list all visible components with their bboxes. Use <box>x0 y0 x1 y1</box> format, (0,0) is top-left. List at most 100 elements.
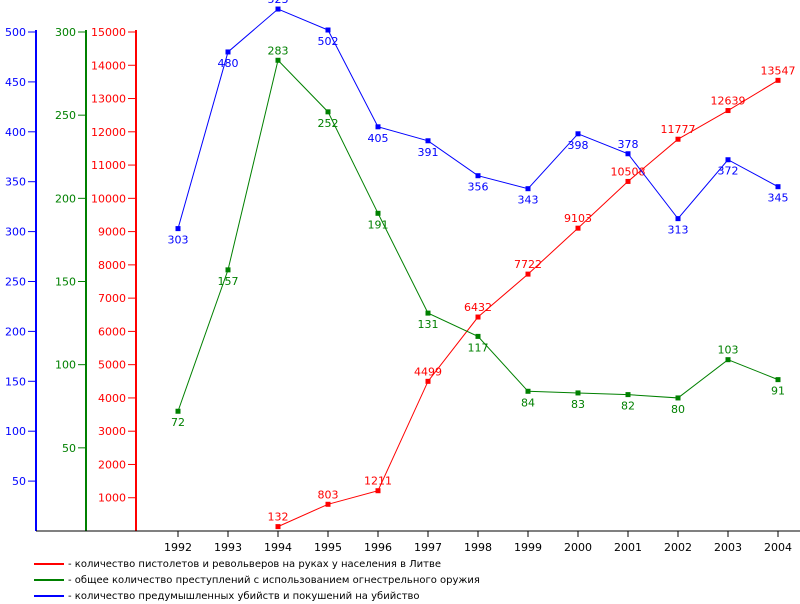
red-data-point <box>525 271 531 277</box>
red-axis-tick-label: 13000 <box>91 93 126 106</box>
green-data-label: 283 <box>268 44 289 57</box>
blue-data-label: 391 <box>418 146 439 159</box>
green-data-point <box>675 395 681 401</box>
blue-data-label: 480 <box>218 57 239 70</box>
blue-axis-tick-label: 500 <box>5 26 26 39</box>
x-axis-tick-label: 1992 <box>164 541 192 554</box>
green-data-point <box>225 267 231 273</box>
blue-data-point <box>625 151 631 157</box>
green-axis-tick-label: 200 <box>55 192 76 205</box>
blue-axis-tick-label: 100 <box>5 425 26 438</box>
red-data-label: 803 <box>318 488 339 501</box>
blue-data-point <box>675 216 681 222</box>
blue-data-label: 523 <box>268 0 289 6</box>
red-data-label: 13547 <box>761 64 796 77</box>
legend-label-red: - количество пистолетов и револьверов на… <box>68 558 442 570</box>
red-data-point <box>275 524 281 530</box>
red-data-point <box>575 225 581 231</box>
legend-item-blue: - количество предумышленных убийств и по… <box>34 588 480 604</box>
legend-label-blue: - количество предумышленных убийств и по… <box>68 590 420 602</box>
red-data-point <box>675 136 681 142</box>
red-axis-tick-label: 7000 <box>98 292 126 305</box>
red-data-point <box>475 314 481 320</box>
red-axis-tick-label: 11000 <box>91 159 126 172</box>
blue-data-label: 398 <box>568 139 589 152</box>
green-data-point <box>475 333 481 339</box>
blue-data-point <box>725 157 731 163</box>
green-data-point <box>725 357 731 363</box>
red-data-label: 4499 <box>414 365 442 378</box>
red-axis-tick-label: 12000 <box>91 126 126 139</box>
blue-data-point <box>525 186 531 192</box>
x-axis-tick-label: 1996 <box>364 541 392 554</box>
blue-series-line <box>177 8 779 229</box>
legend: - количество пистолетов и револьверов на… <box>34 556 480 604</box>
red-axis-tick-label: 5000 <box>98 359 126 372</box>
x-axis-tick-label: 1999 <box>514 541 542 554</box>
x-axis-tick-label: 2004 <box>764 541 792 554</box>
legend-item-green: - общее количество преступлений с исполь… <box>34 572 480 588</box>
blue-axis-tick-label: 150 <box>5 375 26 388</box>
green-data-point <box>625 392 631 398</box>
green-data-point <box>525 388 531 394</box>
x-axis-tick-label: 2000 <box>564 541 592 554</box>
red-data-label: 6432 <box>464 301 492 314</box>
x-axis-tick-label: 2003 <box>714 541 742 554</box>
x-axis-tick-label: 1994 <box>264 541 292 554</box>
red-data-point <box>425 378 431 384</box>
red-series-line <box>277 79 779 528</box>
x-axis-tick-label: 1995 <box>314 541 342 554</box>
legend-item-red: - количество пистолетов и револьверов на… <box>34 556 480 572</box>
blue-data-label: 502 <box>318 35 339 48</box>
blue-data-point <box>375 124 381 130</box>
red-data-label: 11777 <box>661 123 696 136</box>
green-data-point <box>775 377 781 383</box>
blue-data-point <box>325 27 331 33</box>
green-data-label: 83 <box>571 398 585 411</box>
green-data-point <box>575 390 581 396</box>
red-data-label: 12639 <box>711 95 746 108</box>
green-data-point <box>425 310 431 316</box>
green-data-label: 103 <box>718 344 739 357</box>
blue-data-label: 313 <box>668 224 689 237</box>
blue-data-point <box>175 226 181 232</box>
blue-axis-tick-label: 350 <box>5 176 26 189</box>
green-data-label: 191 <box>368 218 389 231</box>
blue-data-point <box>275 6 281 12</box>
green-data-point <box>325 109 331 115</box>
red-data-point <box>325 501 331 507</box>
red-axis-tick-label: 8000 <box>98 259 126 272</box>
blue-data-point <box>225 49 231 55</box>
x-axis-tick-label: 1993 <box>214 541 242 554</box>
red-axis-tick-label: 1000 <box>98 492 126 505</box>
red-data-point <box>725 108 731 114</box>
green-data-label: 131 <box>418 318 439 331</box>
blue-data-label: 356 <box>468 181 489 194</box>
red-data-label: 7722 <box>514 258 542 271</box>
blue-axis-tick-label: 300 <box>5 226 26 239</box>
green-axis-tick-label: 50 <box>62 442 76 455</box>
red-axis-tick-label: 14000 <box>91 59 126 72</box>
blue-data-point <box>425 138 431 144</box>
red-axis-tick-label: 2000 <box>98 458 126 471</box>
x-axis-tick-label: 2002 <box>664 541 692 554</box>
blue-axis-tick-label: 200 <box>5 325 26 338</box>
red-data-point <box>375 488 381 494</box>
red-data-point <box>625 178 631 184</box>
blue-data-label: 343 <box>518 194 539 207</box>
blue-data-point <box>475 173 481 179</box>
red-data-label: 132 <box>268 511 289 524</box>
red-axis-tick-label: 6000 <box>98 325 126 338</box>
red-axis-tick-label: 3000 <box>98 425 126 438</box>
green-axis-tick-label: 250 <box>55 109 76 122</box>
red-data-label: 9103 <box>564 212 592 225</box>
red-axis-tick-label: 9000 <box>98 226 126 239</box>
blue-data-label: 372 <box>718 165 739 178</box>
red-data-point <box>775 77 781 83</box>
green-data-label: 117 <box>468 341 489 354</box>
green-data-label: 82 <box>621 400 635 413</box>
green-axis-tick-label: 100 <box>55 359 76 372</box>
green-data-point <box>375 210 381 216</box>
x-axis-tick-label: 1998 <box>464 541 492 554</box>
